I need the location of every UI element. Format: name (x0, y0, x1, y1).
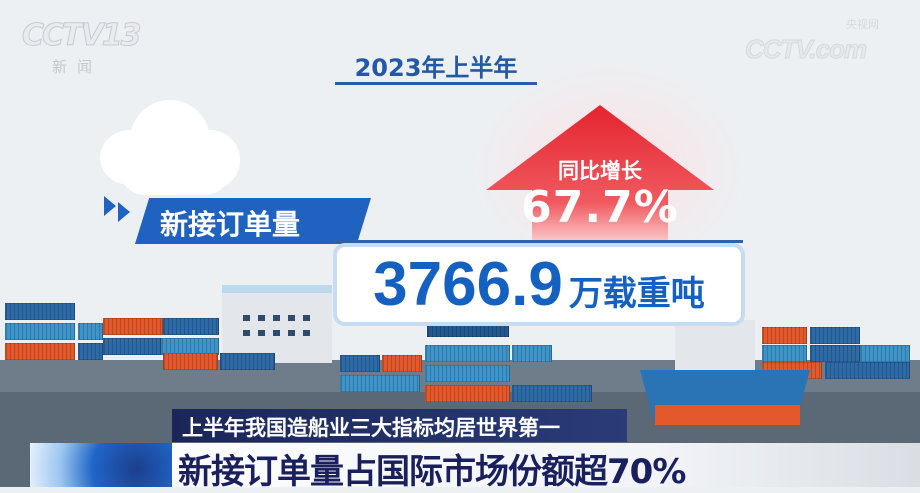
shipping-container (825, 362, 910, 379)
title-underline (335, 82, 537, 85)
shipping-container (382, 355, 422, 372)
shipping-container (340, 375, 420, 392)
chevron-right-icon (118, 202, 130, 222)
shipping-container (103, 318, 163, 335)
building-window (273, 330, 280, 336)
shipping-container (78, 323, 103, 340)
shipping-container (163, 318, 219, 335)
shipping-container (5, 323, 75, 340)
news-subtitle: 上半年我国造船业三大指标均居世界第一 (182, 416, 560, 440)
order-unit: 万载重吨 (568, 274, 705, 314)
shipping-container (810, 327, 860, 344)
metric-label-banner (135, 198, 371, 244)
shipping-container (163, 353, 218, 370)
globe-icon (30, 443, 172, 487)
shipping-container (762, 327, 807, 344)
cloud-illustration (100, 90, 240, 200)
value-box-accent (333, 240, 743, 243)
shipping-container (103, 338, 161, 355)
shipping-container (425, 385, 510, 402)
building-window (258, 330, 265, 336)
building-window (243, 330, 250, 336)
shipping-container (340, 355, 380, 372)
building-window (243, 315, 250, 321)
cctv13-logo-subtitle: 新闻 (52, 58, 103, 76)
value-box: 3766.9 万载重吨 (333, 243, 745, 326)
ship-hull-waterline (655, 405, 800, 425)
building-window (273, 315, 280, 321)
shipping-container (810, 345, 860, 362)
cctv13-logo: CCTV13 (21, 18, 141, 54)
subtitle-bar (172, 409, 627, 442)
building-window (303, 315, 310, 321)
cctv-com-logo: CCTV.com (744, 34, 867, 65)
growth-up-arrow-icon (486, 105, 714, 245)
growth-label: 同比增长 (558, 159, 642, 183)
shipping-container (161, 338, 219, 355)
shipping-container (5, 343, 75, 360)
cctv-com-logo-subtitle: 央视网 (846, 18, 879, 31)
news-headline: 新接订单量占国际市场份额超70% (178, 452, 686, 492)
shipping-container (860, 345, 910, 362)
shipping-container (512, 345, 552, 362)
order-value: 3766.9 (373, 250, 563, 319)
chevron-right-icon (104, 196, 116, 216)
building-window (303, 330, 310, 336)
shipping-container (5, 303, 75, 320)
shipping-container (220, 353, 275, 370)
period-title: 2023年上半年 (354, 54, 518, 82)
shipping-container (425, 345, 510, 362)
growth-value: 67.7% (521, 182, 679, 233)
shipping-container (425, 365, 510, 382)
metric-label: 新接订单量 (160, 208, 301, 241)
shipping-container (78, 343, 103, 360)
building-window (258, 315, 265, 321)
building-window (288, 315, 295, 321)
building (222, 285, 332, 363)
building-roof (222, 285, 332, 293)
shipping-container (512, 385, 592, 402)
building-window (288, 330, 295, 336)
headline-bar (30, 443, 920, 487)
shipping-container (762, 345, 807, 362)
